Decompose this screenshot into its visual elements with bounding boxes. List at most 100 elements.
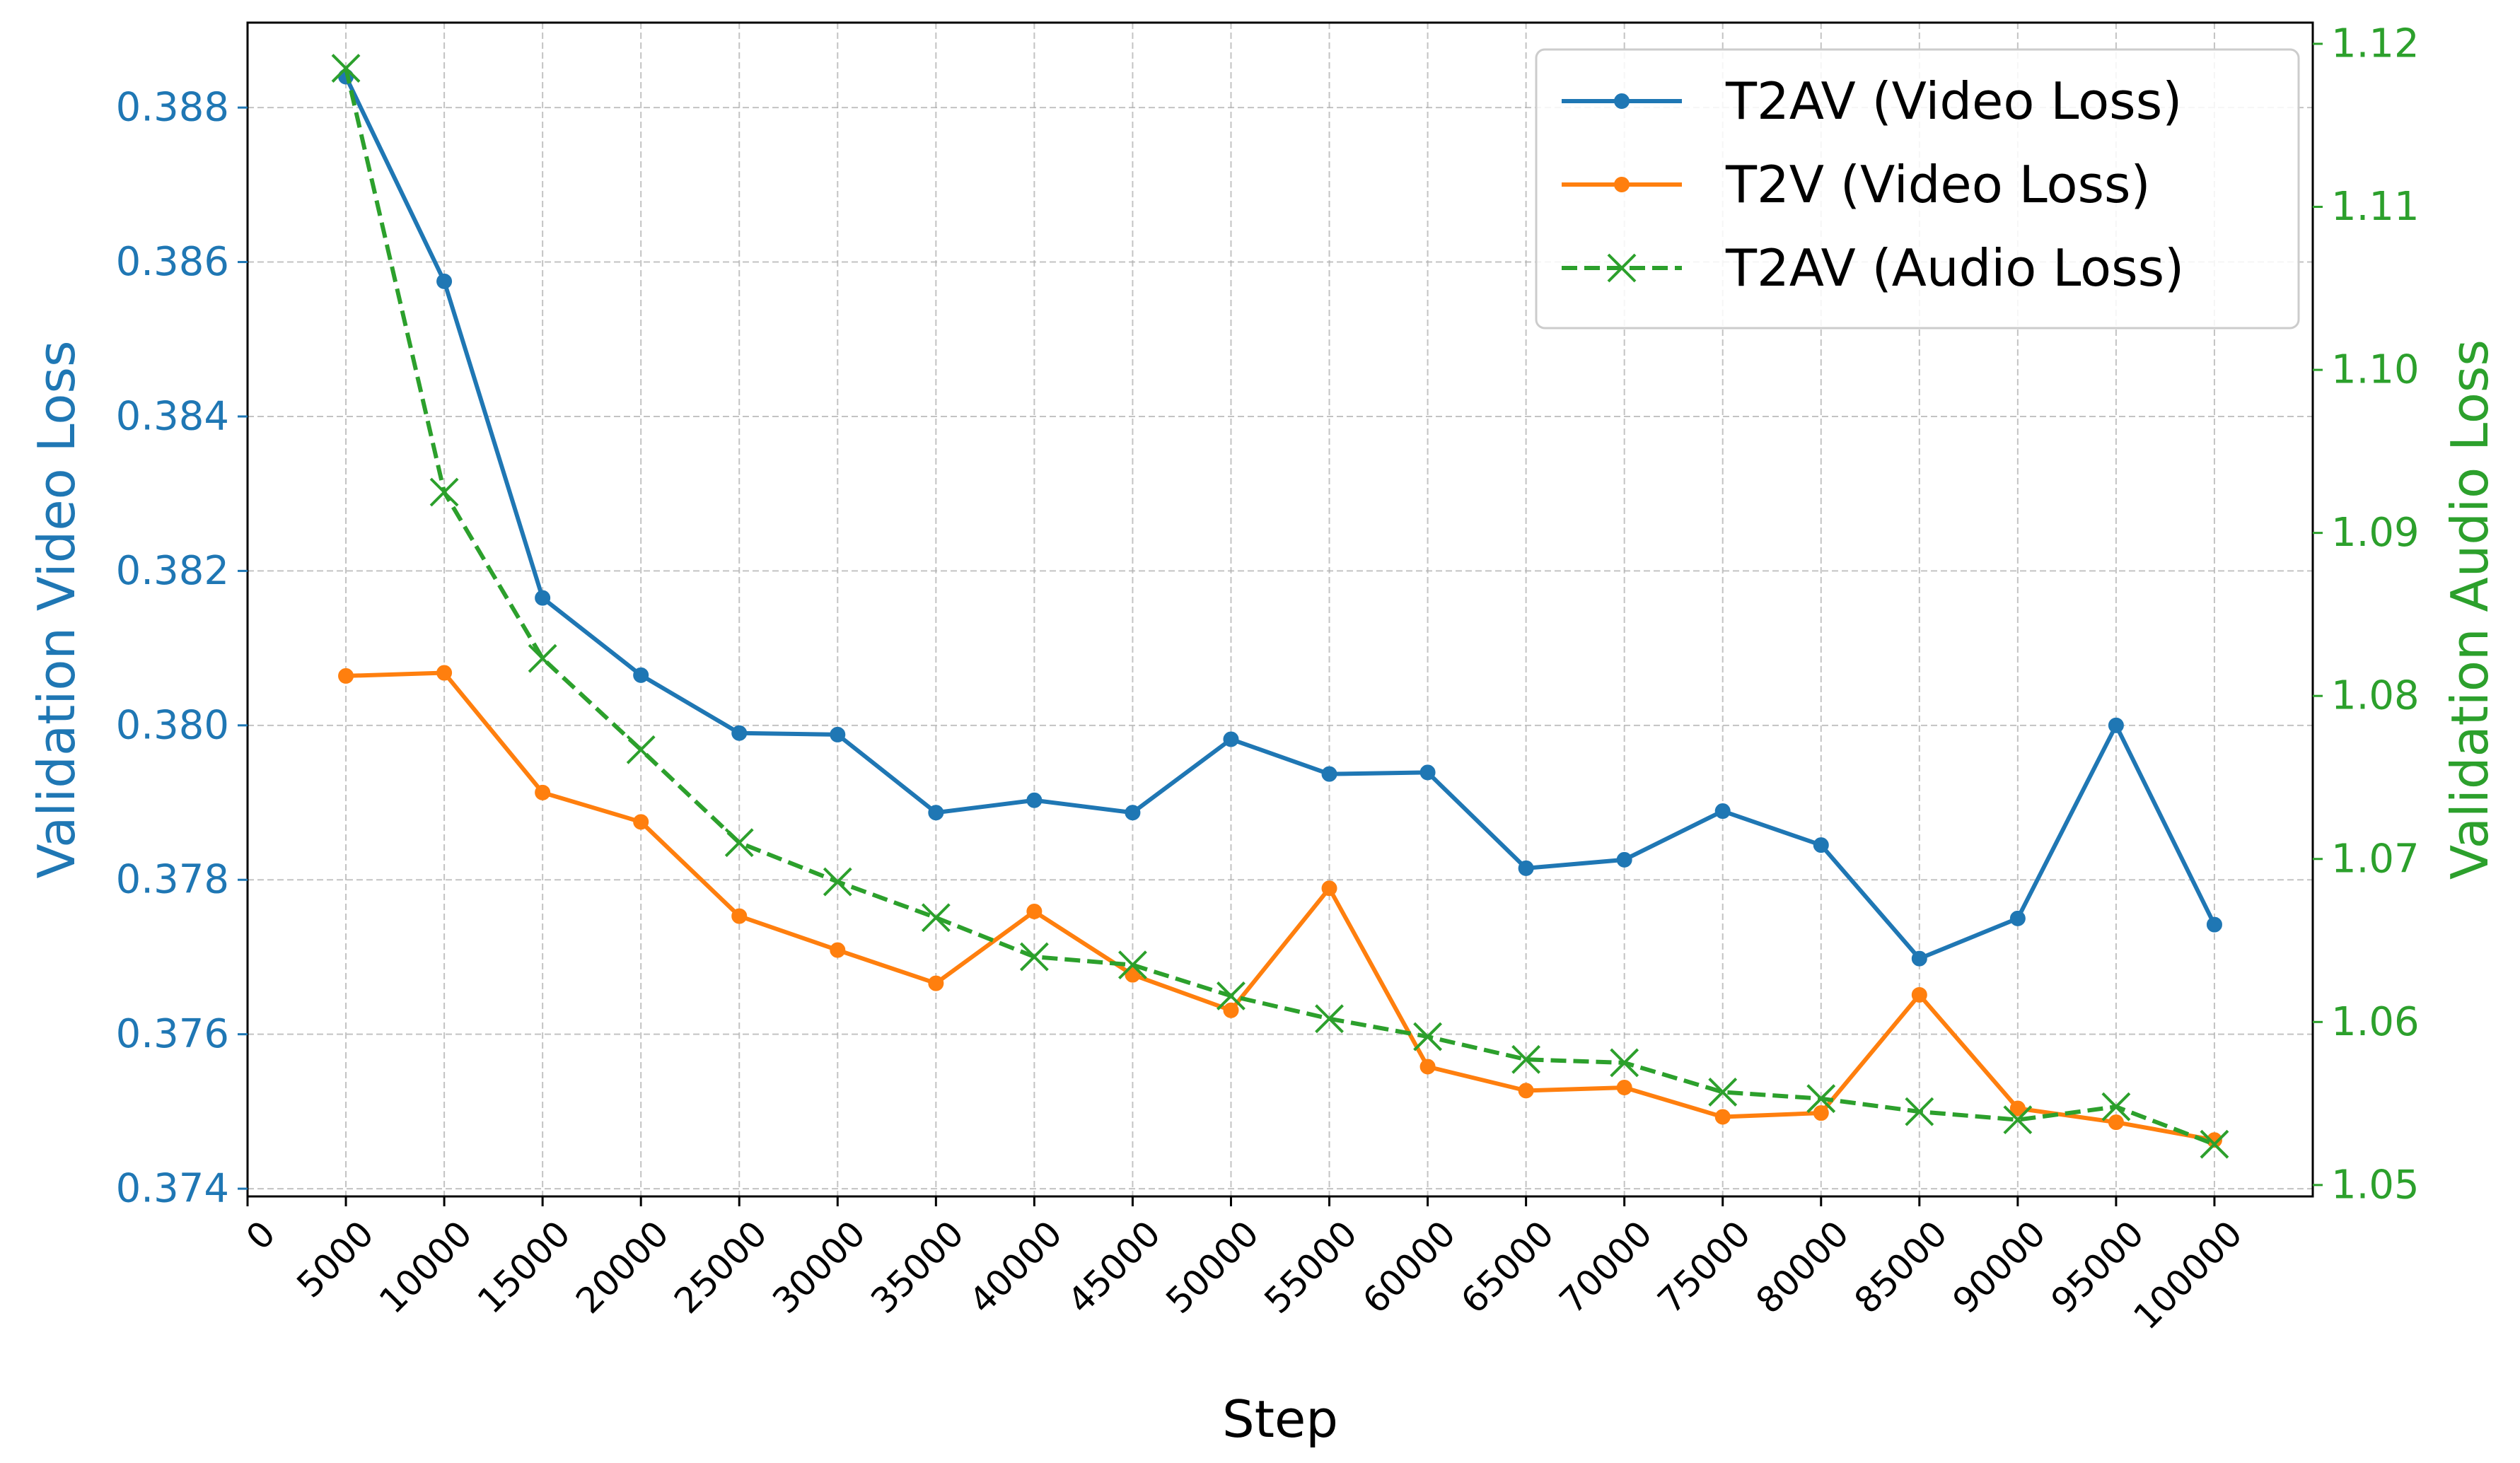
data-point [731, 908, 748, 924]
data-point-stroke [1315, 1004, 1344, 1034]
data-point-stroke [1511, 1044, 1541, 1074]
data-point [1223, 1002, 1239, 1018]
data-point-stroke [528, 643, 557, 673]
data-point [1511, 1044, 1541, 1074]
y-left-tick-label: 0.376 [116, 1011, 229, 1057]
y-right-tick-label: 1.09 [2331, 510, 2420, 556]
data-point [1714, 1109, 1731, 1125]
legend-label: T2AV (Audio Loss) [1725, 238, 2184, 298]
data-point [921, 903, 951, 933]
data-point [928, 805, 944, 821]
data-point [731, 725, 748, 741]
data-point [1708, 1078, 1738, 1107]
y-left-tick-label: 0.382 [116, 548, 229, 594]
data-point-stroke [1607, 253, 1637, 283]
data-point [1419, 1059, 1436, 1075]
data-point-stroke [429, 477, 459, 507]
data-point [1026, 792, 1043, 808]
data-point [1315, 1004, 1344, 1034]
y-right-tick-label: 1.10 [2331, 347, 2420, 393]
y-right-axis-title: Validation Audio Loss [2440, 339, 2499, 880]
data-point [1118, 950, 1147, 980]
legend: T2AV (Video Loss) T2V (Video Loss) T2AV (A… [1535, 48, 2300, 330]
data-point [1419, 764, 1436, 781]
series-line [344, 74, 2217, 961]
legend-box [1535, 48, 2300, 330]
y-left-tick-label: 0.384 [116, 393, 229, 439]
data-point-stroke [724, 828, 754, 858]
y-left-tick-label: 0.388 [116, 85, 229, 131]
data-point-stroke [2101, 1092, 2131, 1121]
data-point [1321, 880, 1337, 897]
y-right-tick-label: 1.06 [2331, 999, 2420, 1045]
data-point-stroke [1806, 1084, 1836, 1114]
data-point [1806, 1084, 1836, 1114]
data-point [331, 54, 361, 83]
data-point [1019, 942, 1049, 972]
data-point [429, 477, 459, 507]
data-point [528, 643, 557, 673]
x-axis-title: Step [1222, 1389, 1338, 1449]
data-point [2108, 1114, 2124, 1131]
data-point [2009, 910, 2026, 926]
data-point [2200, 1129, 2229, 1159]
data-point [1125, 805, 1141, 821]
data-point [1813, 1105, 1829, 1121]
data-point [1911, 986, 1927, 1003]
data-point [1518, 1083, 1534, 1099]
series-2 [331, 54, 2229, 1159]
legend-item: T2AV (Video Loss) [1562, 71, 2182, 131]
data-point-stroke [921, 903, 951, 933]
data-point [1905, 1097, 1934, 1126]
data-point-stroke [626, 735, 656, 764]
data-point [1607, 253, 1637, 283]
data-point-stroke [1708, 1078, 1738, 1107]
data-point [1413, 1022, 1442, 1051]
data-point [633, 814, 649, 830]
data-point-stroke [1905, 1097, 1934, 1126]
data-point [830, 942, 846, 958]
y-left-tick-label: 0.380 [116, 702, 229, 748]
data-point [1217, 981, 1246, 1010]
grid [247, 23, 2313, 1196]
y-right-tick-label: 1.08 [2331, 673, 2420, 719]
data-point [1616, 851, 1632, 868]
legend-label: T2V (Video Loss) [1725, 155, 2151, 214]
data-point-stroke [1217, 981, 1246, 1010]
data-point [2101, 1092, 2131, 1121]
data-point [1614, 177, 1630, 192]
data-point [1813, 837, 1829, 853]
data-point [535, 590, 551, 606]
data-point [830, 726, 846, 742]
data-point [1911, 950, 1927, 967]
legend-label: T2AV (Video Loss) [1725, 71, 2182, 131]
legend-item: T2V (Video Loss) [1562, 155, 2151, 214]
data-point [626, 735, 656, 764]
series-0 [338, 69, 2222, 967]
data-point [1223, 731, 1239, 747]
data-point [1614, 93, 1630, 109]
y-left-axis-title: Validation Video Loss [27, 341, 86, 879]
series-1 [338, 665, 2222, 1148]
y-left-tick-label: 0.378 [116, 857, 229, 903]
y-left-tick-label: 0.374 [116, 1166, 229, 1212]
data-point [1026, 904, 1043, 920]
plot-frame [246, 21, 2314, 1198]
data-point-stroke [1413, 1022, 1442, 1051]
data-point [823, 867, 852, 897]
y-right-tick-label: 1.12 [2331, 21, 2420, 66]
data-point [1610, 1048, 1639, 1078]
legend-item: T2AV (Audio Loss) [1562, 238, 2184, 298]
data-point-stroke [1118, 950, 1147, 980]
data-point-stroke [2200, 1129, 2229, 1159]
series-layer [331, 54, 2229, 1159]
data-point [2206, 916, 2222, 933]
data-point [724, 828, 754, 858]
data-point [2108, 717, 2124, 733]
data-point [436, 665, 453, 681]
data-point-stroke [2003, 1105, 2033, 1135]
data-point-stroke [823, 867, 852, 897]
data-point [535, 784, 551, 800]
y-right-tick-label: 1.11 [2331, 184, 2420, 230]
